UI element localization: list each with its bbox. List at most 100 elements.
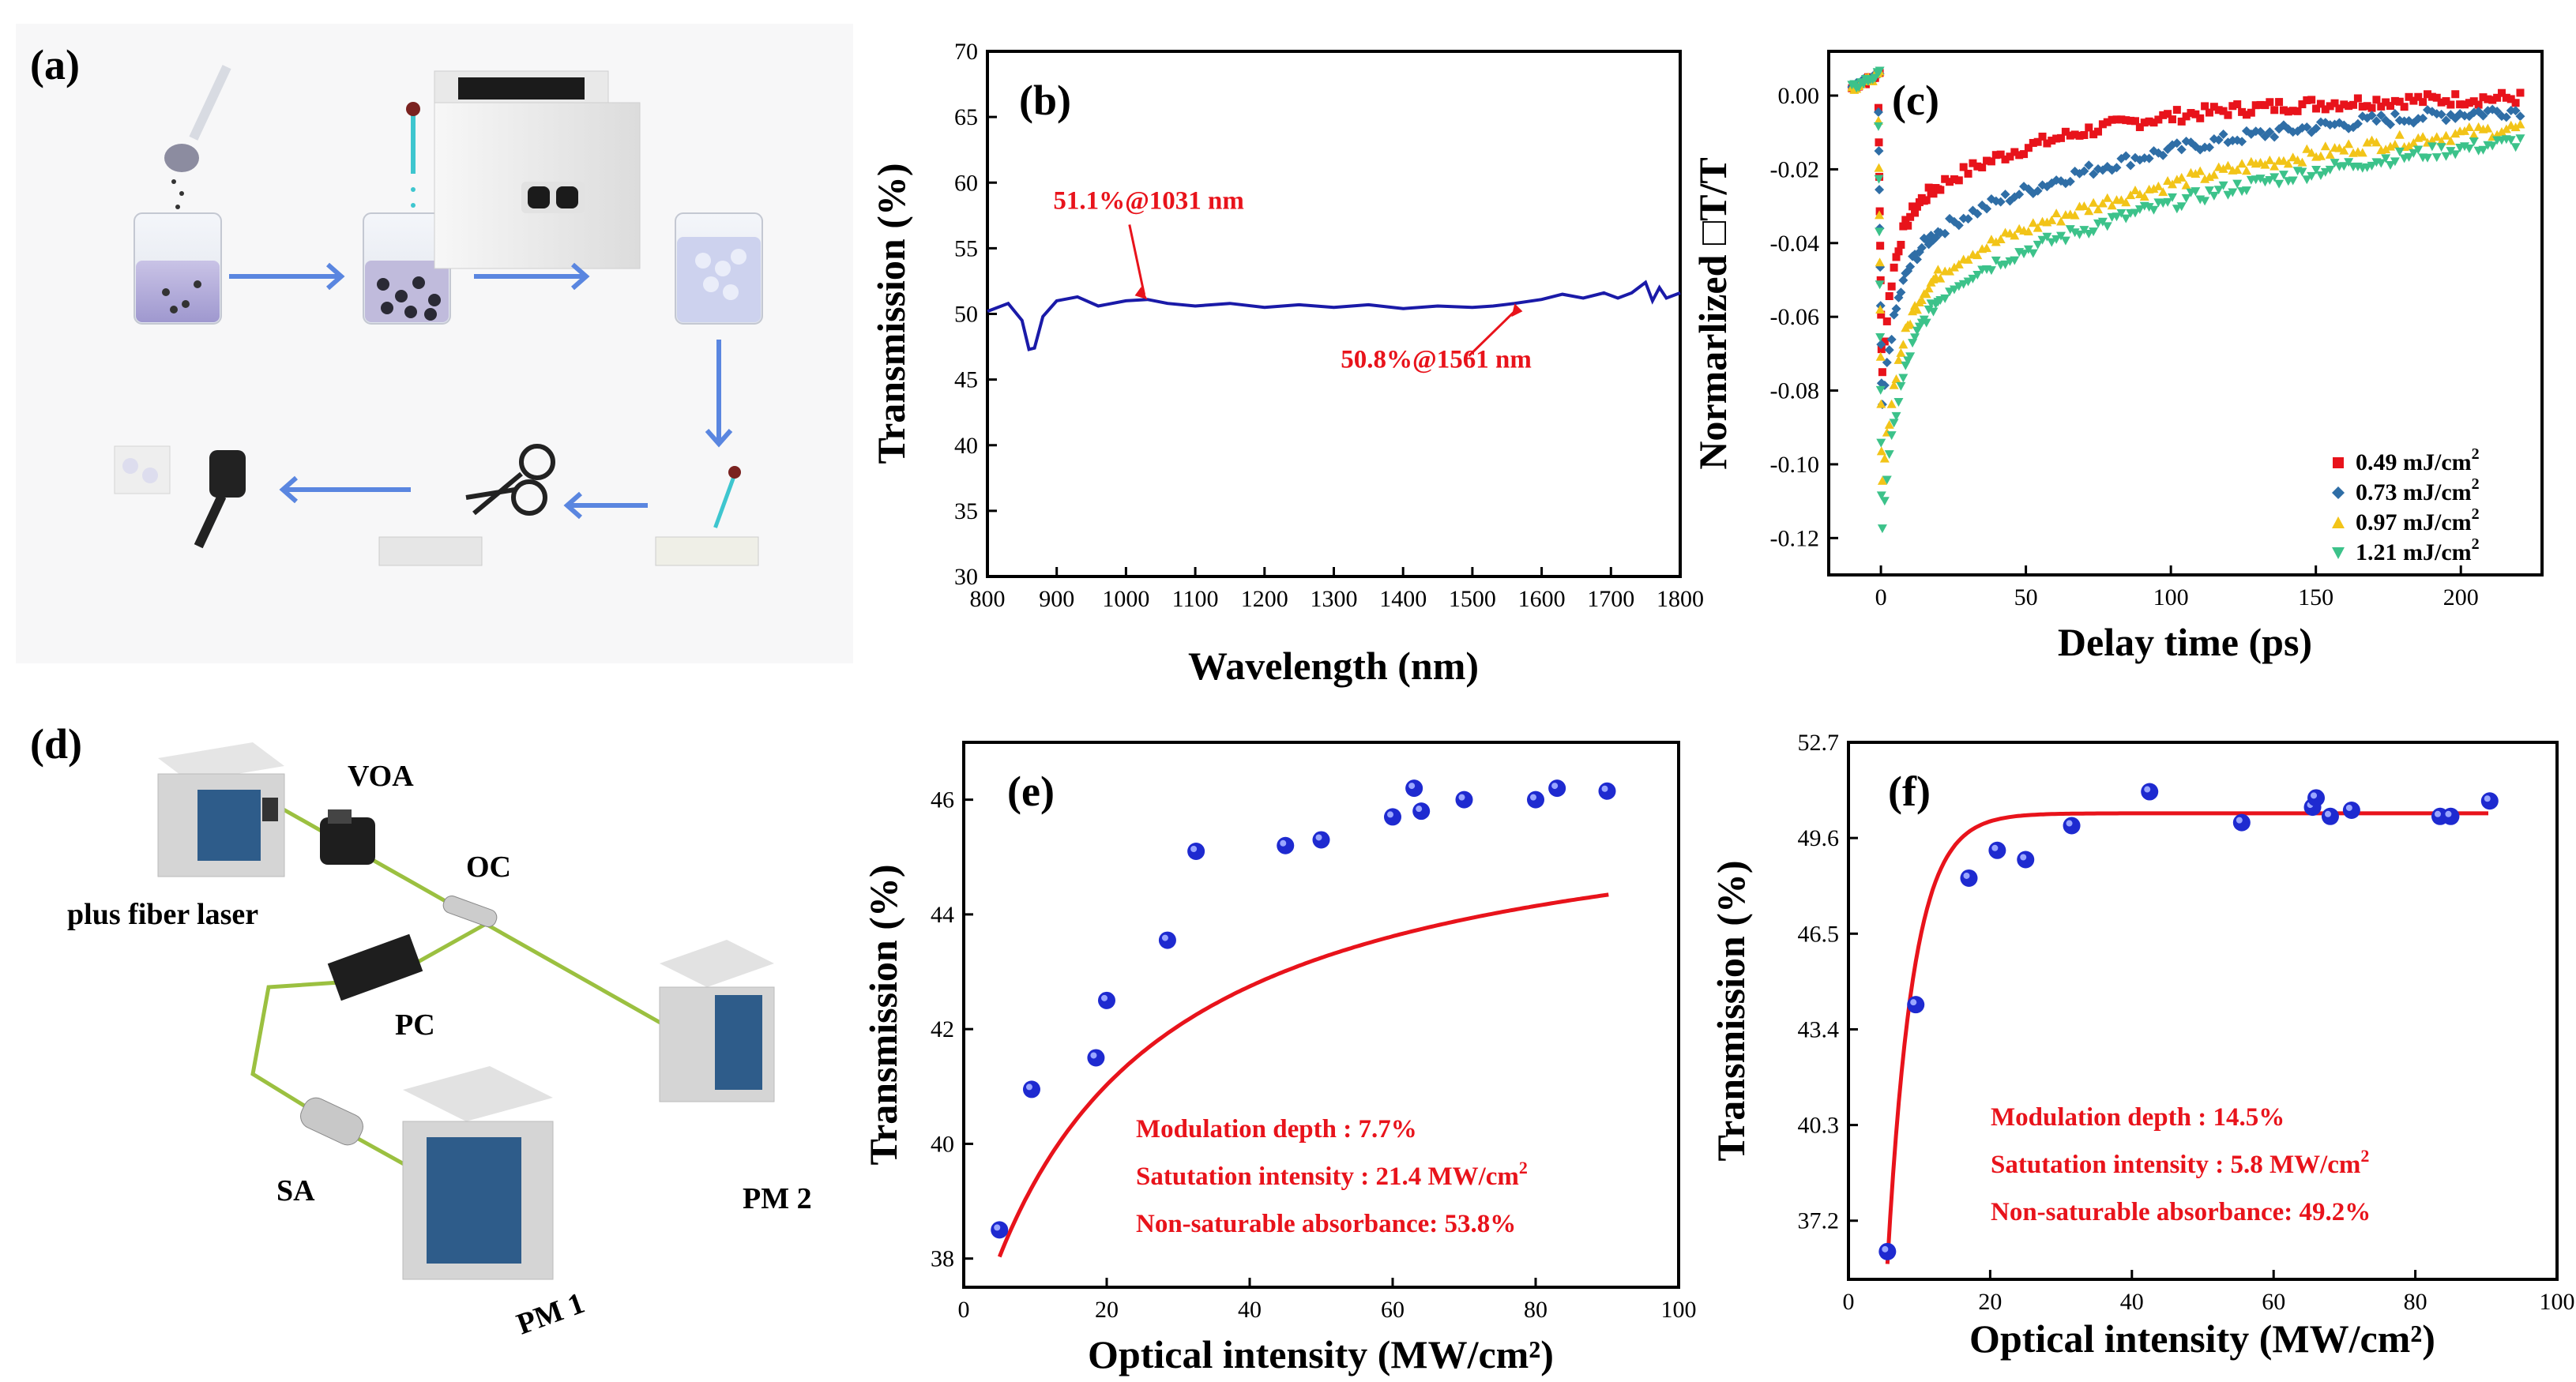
data-point bbox=[2167, 179, 2177, 189]
x-tick-label: 100 bbox=[1661, 1297, 1697, 1323]
data-point bbox=[2057, 133, 2066, 142]
data-point bbox=[2315, 151, 2326, 160]
data-point bbox=[2149, 205, 2159, 215]
data-point bbox=[2218, 181, 2228, 190]
data-point bbox=[2001, 155, 2010, 163]
y-axis-label: Transmission (%) bbox=[869, 163, 913, 464]
chart-f-label: (f) bbox=[1888, 768, 1931, 815]
data-point bbox=[2307, 96, 2316, 104]
x-tick-label: 40 bbox=[2120, 1289, 2144, 1315]
data-point-highlight bbox=[2066, 820, 2073, 827]
y-tick-label: 46 bbox=[931, 787, 954, 813]
data-point bbox=[2363, 102, 2371, 111]
data-point bbox=[1898, 275, 1908, 285]
data-point bbox=[2084, 160, 2094, 171]
data-point bbox=[2010, 192, 2020, 202]
data-point bbox=[991, 1221, 1009, 1239]
data-point bbox=[1884, 419, 1894, 429]
data-point bbox=[2028, 189, 2038, 199]
data-point bbox=[2515, 119, 2525, 129]
data-point bbox=[2130, 117, 2139, 126]
data-point bbox=[1982, 243, 1992, 253]
data-point bbox=[1277, 836, 1295, 854]
data-point bbox=[2102, 222, 2112, 231]
data-point bbox=[2014, 190, 2025, 200]
data-point bbox=[2283, 159, 2293, 168]
data-point bbox=[1945, 213, 1955, 223]
plot-frame bbox=[986, 50, 1682, 578]
data-point bbox=[2134, 189, 2145, 198]
data-point bbox=[2134, 205, 2145, 214]
data-point bbox=[2063, 817, 2081, 835]
data-point bbox=[1936, 186, 1945, 194]
data-point bbox=[2510, 143, 2521, 152]
data-point bbox=[1876, 399, 1886, 408]
data-point bbox=[2158, 150, 2168, 160]
data-point bbox=[2260, 160, 2270, 169]
data-point bbox=[2446, 147, 2456, 156]
data-point bbox=[2266, 98, 2274, 107]
y-tick-label: 40.3 bbox=[1798, 1113, 1840, 1139]
data-point bbox=[1875, 385, 1886, 395]
data-point-highlight bbox=[1161, 934, 1168, 941]
voa-device bbox=[320, 809, 375, 865]
data-point bbox=[2451, 90, 2460, 99]
data-point bbox=[1873, 107, 1883, 118]
data-point bbox=[2214, 106, 2223, 115]
data-point bbox=[2079, 226, 2089, 235]
data-point-highlight bbox=[2345, 804, 2352, 811]
data-point bbox=[2348, 122, 2359, 133]
data-point bbox=[2510, 122, 2521, 132]
x-tick-label: 20 bbox=[1095, 1297, 1119, 1323]
data-point bbox=[1964, 169, 1972, 178]
data-point bbox=[1991, 237, 2001, 246]
data-point bbox=[1926, 231, 1936, 241]
data-point bbox=[2432, 93, 2441, 102]
data-point-highlight bbox=[1530, 794, 1536, 801]
data-point bbox=[1886, 431, 1897, 441]
data-point bbox=[2172, 106, 2181, 115]
data-point bbox=[1922, 196, 1931, 205]
data-point-highlight bbox=[1882, 1245, 1889, 1252]
data-point bbox=[2232, 813, 2251, 832]
data-point bbox=[2315, 171, 2326, 181]
data-point bbox=[1878, 1242, 1897, 1260]
data-point bbox=[1527, 791, 1544, 809]
data-point bbox=[2047, 238, 2057, 247]
x-tick-label: 100 bbox=[2540, 1289, 2575, 1315]
data-point bbox=[1880, 337, 1889, 346]
y-tick-label: 49.6 bbox=[1798, 825, 1840, 851]
data-point bbox=[1954, 259, 1964, 269]
data-point bbox=[2303, 96, 2311, 104]
y-tick-label: -0.08 bbox=[1770, 378, 1820, 404]
fit-annotation-2: Non-saturable absorbance: 53.8% bbox=[1136, 1210, 1516, 1238]
data-point bbox=[1911, 208, 1920, 217]
data-point bbox=[1882, 475, 1892, 485]
y-tick-label: -0.06 bbox=[1770, 304, 1820, 330]
data-point bbox=[2233, 100, 2242, 109]
data-point bbox=[1187, 843, 1205, 860]
data-point bbox=[2061, 127, 2070, 136]
data-point bbox=[2237, 159, 2247, 168]
data-point bbox=[1907, 996, 1925, 1014]
data-point bbox=[2344, 158, 2354, 167]
data-point-highlight bbox=[2236, 817, 2243, 824]
data-point bbox=[2352, 118, 2363, 129]
data-point bbox=[2191, 141, 2201, 152]
data-point bbox=[2357, 148, 2367, 157]
data-point bbox=[1873, 69, 1883, 79]
data-point bbox=[1896, 287, 1906, 298]
data-point bbox=[2074, 230, 2085, 239]
data-point bbox=[1876, 438, 1886, 448]
data-point bbox=[1928, 307, 1939, 317]
data-point bbox=[2033, 137, 2042, 146]
data-point bbox=[1455, 791, 1473, 809]
data-point-highlight bbox=[1101, 994, 1107, 1001]
x-tick-label: 800 bbox=[970, 586, 1006, 612]
data-point bbox=[1889, 310, 1899, 320]
data-point bbox=[1940, 294, 1950, 303]
data-point bbox=[2065, 225, 2075, 235]
y-tick-label: -0.02 bbox=[1770, 156, 1820, 182]
data-point bbox=[2097, 165, 2108, 175]
transmission-line bbox=[987, 280, 1681, 351]
